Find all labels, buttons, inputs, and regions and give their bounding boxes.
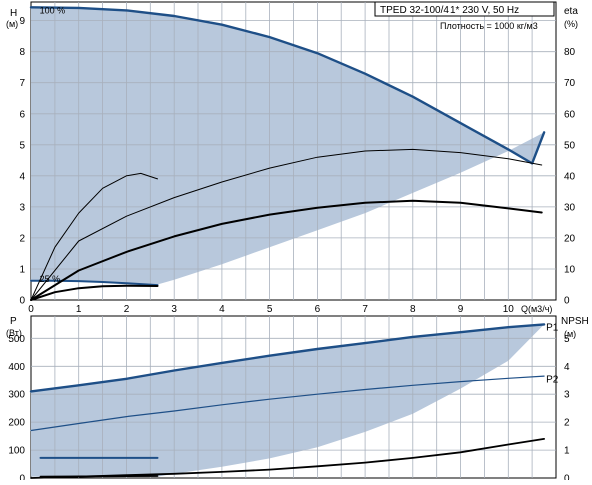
head-operating-region [31,7,545,285]
head-panel-series [29,6,546,301]
left-tick-label: 100 [8,446,25,457]
left-tick-label: 6 [19,109,25,120]
npsh-axis-unit: (м) [564,329,576,339]
x-tick-label: 2 [124,304,130,315]
right-tick-label: 10 [564,265,576,276]
power-operating-region [31,324,545,477]
series-line [30,284,159,301]
right-tick-label: 4 [564,362,570,373]
x-tick-label: 0 [28,304,34,315]
left-tick-label: 2 [19,233,25,244]
power-series-labels: P1 P2 [546,323,559,386]
head-axis-label: H [10,8,17,19]
series-label-p1: P1 [546,323,559,334]
left-tick-label: 300 [8,390,25,401]
operating-region-fill [31,7,545,285]
left-tick-label: 0 [19,296,25,307]
npsh-axis-ticks: 0 1 2 3 4 5 [564,334,570,485]
right-tick-label: 50 [564,140,576,151]
left-tick-label: 8 [19,47,25,58]
right-tick-label: 0 [564,474,570,481]
series-line-p1 [29,323,546,393]
speed-annotation: 100 % [40,5,66,15]
series-line-p2 [30,375,545,432]
right-tick-label: 70 [564,78,576,89]
left-tick-label: 9 [19,16,25,27]
series-line [30,148,543,301]
eta-axis-label: eta [564,6,578,17]
series-line [30,199,543,301]
x-tick-label: 5 [267,304,273,315]
npsh-axis-label: NPSH [561,316,589,327]
power-panel-grid [31,316,556,478]
power-npsh-panel: 0 100 200 300 400 500 0 1 2 3 4 5 P1 P2 P (Вт) NPSH… [6,315,589,485]
power-axis-label: P [10,316,17,327]
right-tick-label: 20 [564,233,576,244]
power-panel-series [29,323,546,479]
right-tick-label: 0 [564,296,570,307]
power-supply: 1* 230 V, 50 Hz [450,5,519,16]
head-axis-ticks: 0 1 2 3 4 5 6 7 8 9 [19,16,25,306]
series-line [29,6,546,165]
right-tick-label: 80 [564,47,576,58]
head-axis-unit: (м) [6,19,18,29]
power-axis-unit: (Вт) [6,328,22,338]
right-tick-label: 5 [564,334,570,345]
series-label-p2: P2 [546,374,559,385]
series-line [30,172,158,301]
power-axis-ticks: 0 100 200 300 400 500 [8,334,25,485]
x-tick-label: 10 [503,304,515,315]
eta-axis-ticks: 0 10 20 30 40 50 60 70 80 [564,47,576,306]
right-tick-label: 3 [564,390,570,401]
speed-annotation: 25 % [40,274,61,284]
left-tick-label: 7 [19,78,25,89]
left-tick-label: 4 [19,171,25,182]
left-tick-label: 500 [8,334,25,345]
x-tick-label: 6 [315,304,321,315]
x-tick-label: 1 [76,304,82,315]
left-tick-label: 200 [8,418,25,429]
right-tick-label: 2 [564,418,570,429]
model-info-box [374,1,555,17]
right-tick-label: 1 [564,446,570,457]
series-line [30,279,159,287]
right-tick-label: 60 [564,109,576,120]
head-panel-annotations: 100 % 25 % [40,5,66,284]
x-tick-label: 7 [362,304,368,315]
head-efficiency-panel: 0 1 2 3 4 5 6 7 8 9 0 10 20 30 40 50 60 70 80 0 1 2 3 4 5 6 7 8 9 1… [6,1,578,315]
right-tick-label: 40 [564,171,576,182]
x-tick-label: 9 [458,304,464,315]
eta-axis-unit: (%) [564,19,578,29]
left-tick-label: 0 [19,474,25,481]
head-panel-grid [31,2,556,300]
left-tick-label: 5 [19,140,25,151]
left-tick-label: 1 [19,265,25,276]
model-name: TPED 32-100/4 [380,5,449,16]
operating-region-fill [31,324,545,477]
x-tick-label: 4 [219,304,225,315]
series-line [39,475,159,478]
x-tick-label: 8 [410,304,416,315]
right-tick-label: 30 [564,202,576,213]
flow-axis-unit: Q(м3/ч) [521,304,552,314]
left-tick-label: 3 [19,202,25,213]
left-tick-label: 400 [8,362,25,373]
flow-axis-ticks: 0 1 2 3 4 5 6 7 8 9 10 [28,304,514,315]
density-label: Плотность = 1000 кг/м3 [440,21,538,31]
x-tick-label: 3 [171,304,177,315]
